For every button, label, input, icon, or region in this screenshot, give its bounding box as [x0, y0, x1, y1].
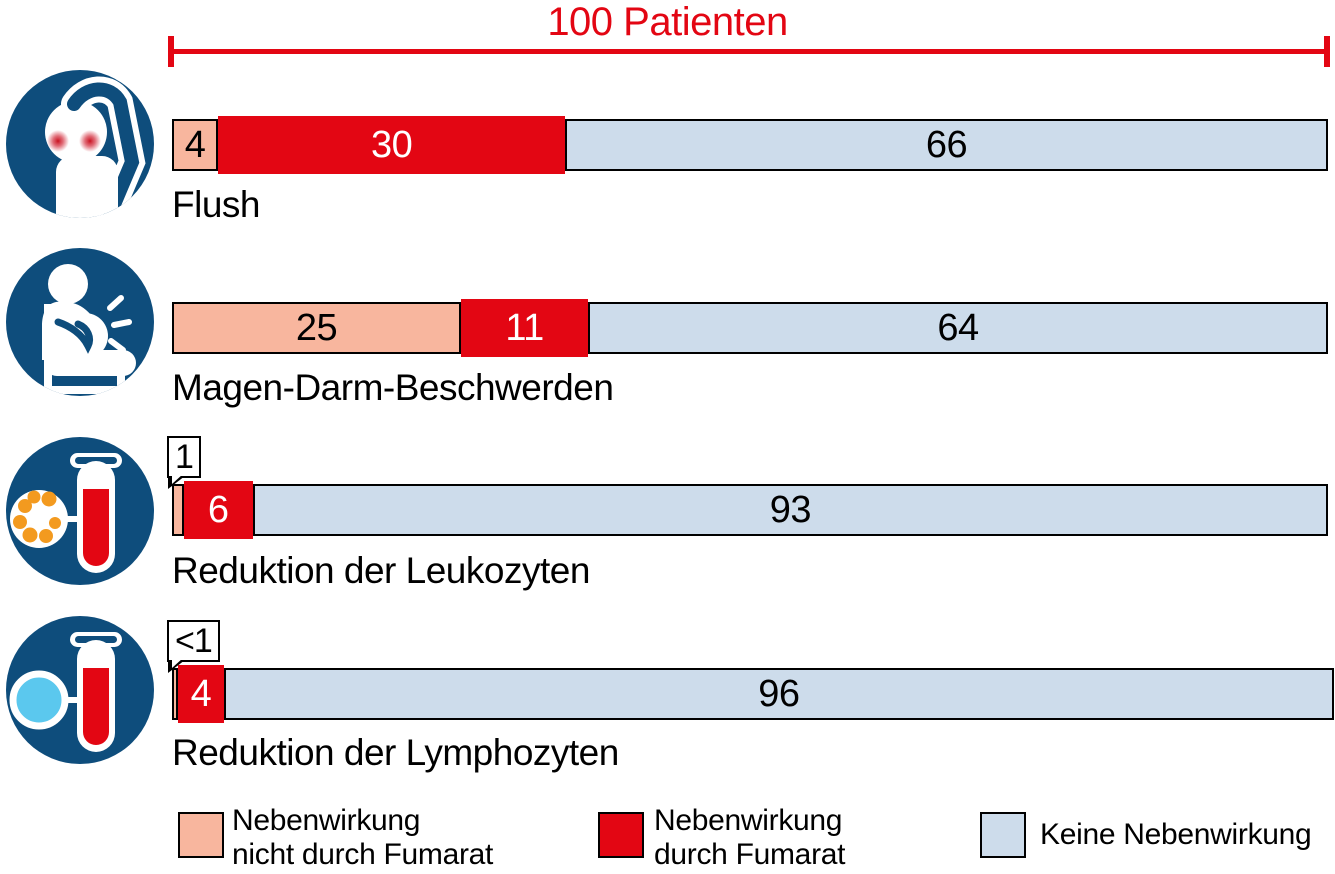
callout-value: <1 — [175, 622, 213, 660]
stomach-pain-icon — [6, 248, 154, 396]
segment-value: 30 — [370, 123, 413, 166]
segment-value: 64 — [937, 306, 979, 349]
bar-segment-no-side-effect: 93 — [252, 484, 1328, 536]
row-label-lymphozyten: Reduktion der Lymphozyten — [172, 732, 619, 773]
patients-bracket-line — [168, 49, 1330, 54]
segment-value: 11 — [505, 306, 544, 349]
segment-value: 96 — [758, 672, 800, 715]
row-label-magen-darm: Magen-Darm-Beschwerden — [172, 367, 614, 408]
segment-value: 25 — [295, 306, 338, 349]
bracket-tick-left — [168, 36, 174, 67]
bar-segment-not-fumarat: 4 — [172, 119, 219, 171]
value-callout: <1 — [167, 620, 220, 673]
value-callout: 1 — [167, 436, 201, 489]
bar-segment-not-fumarat: 25 — [172, 302, 461, 354]
leukocytes-test-tube-icon — [6, 437, 154, 585]
row-label-leukozyten: Reduktion der Leukozyten — [172, 550, 590, 591]
chart-title: 100 Patienten — [547, 0, 788, 44]
bar-segment-fumarat: 6 — [183, 481, 253, 539]
bar-segment-fumarat: 4 — [177, 665, 224, 723]
row-label-flush: Flush — [172, 184, 260, 225]
segment-value: 93 — [769, 488, 812, 531]
legend-label-line: durch Fumarat — [654, 838, 846, 871]
callout-value: 1 — [175, 438, 194, 476]
segment-value: 66 — [925, 123, 968, 166]
bracket-tick-right — [1324, 36, 1330, 67]
legend-label-no-side-effect: Keine Nebenwirkung — [1040, 812, 1312, 858]
bar-lymphozyten: 4 96 — [172, 665, 1334, 723]
legend-label-line: Nebenwirkung — [654, 804, 843, 837]
legend-label-fumarat: Nebenwirkung durch Fumarat — [654, 804, 845, 872]
legend-label-line: Keine Nebenwirkung — [1040, 818, 1312, 851]
bar-segment-no-side-effect: 64 — [588, 302, 1328, 354]
bar-segment-no-side-effect: 96 — [224, 668, 1334, 720]
legend-swatch-fumarat — [598, 812, 644, 858]
bar-segment-fumarat: 30 — [218, 116, 566, 174]
legend-label-line: Nebenwirkung — [232, 804, 421, 837]
legend-label-line: nicht durch Fumarat — [232, 838, 494, 871]
legend-swatch-no-side-effect — [980, 812, 1026, 858]
bar-leukozyten: 6 93 — [172, 481, 1328, 539]
lymphocytes-test-tube-icon — [6, 616, 154, 764]
bar-magen-darm: 25 11 64 — [172, 299, 1328, 357]
bar-segment-no-side-effect: 66 — [565, 119, 1328, 171]
bar-flush: 4 30 66 — [172, 116, 1328, 174]
bar-segment-fumarat: 11 — [461, 299, 589, 357]
segment-value: 4 — [190, 672, 212, 715]
legend-swatch-not-fumarat — [178, 812, 224, 858]
flush-person-icon — [6, 70, 154, 218]
legend-label-not-fumarat: Nebenwirkung nicht durch Fumarat — [232, 804, 493, 872]
bar-segment-not-fumarat — [172, 484, 184, 536]
segment-value: 4 — [184, 123, 206, 166]
segment-value: 6 — [207, 488, 229, 531]
